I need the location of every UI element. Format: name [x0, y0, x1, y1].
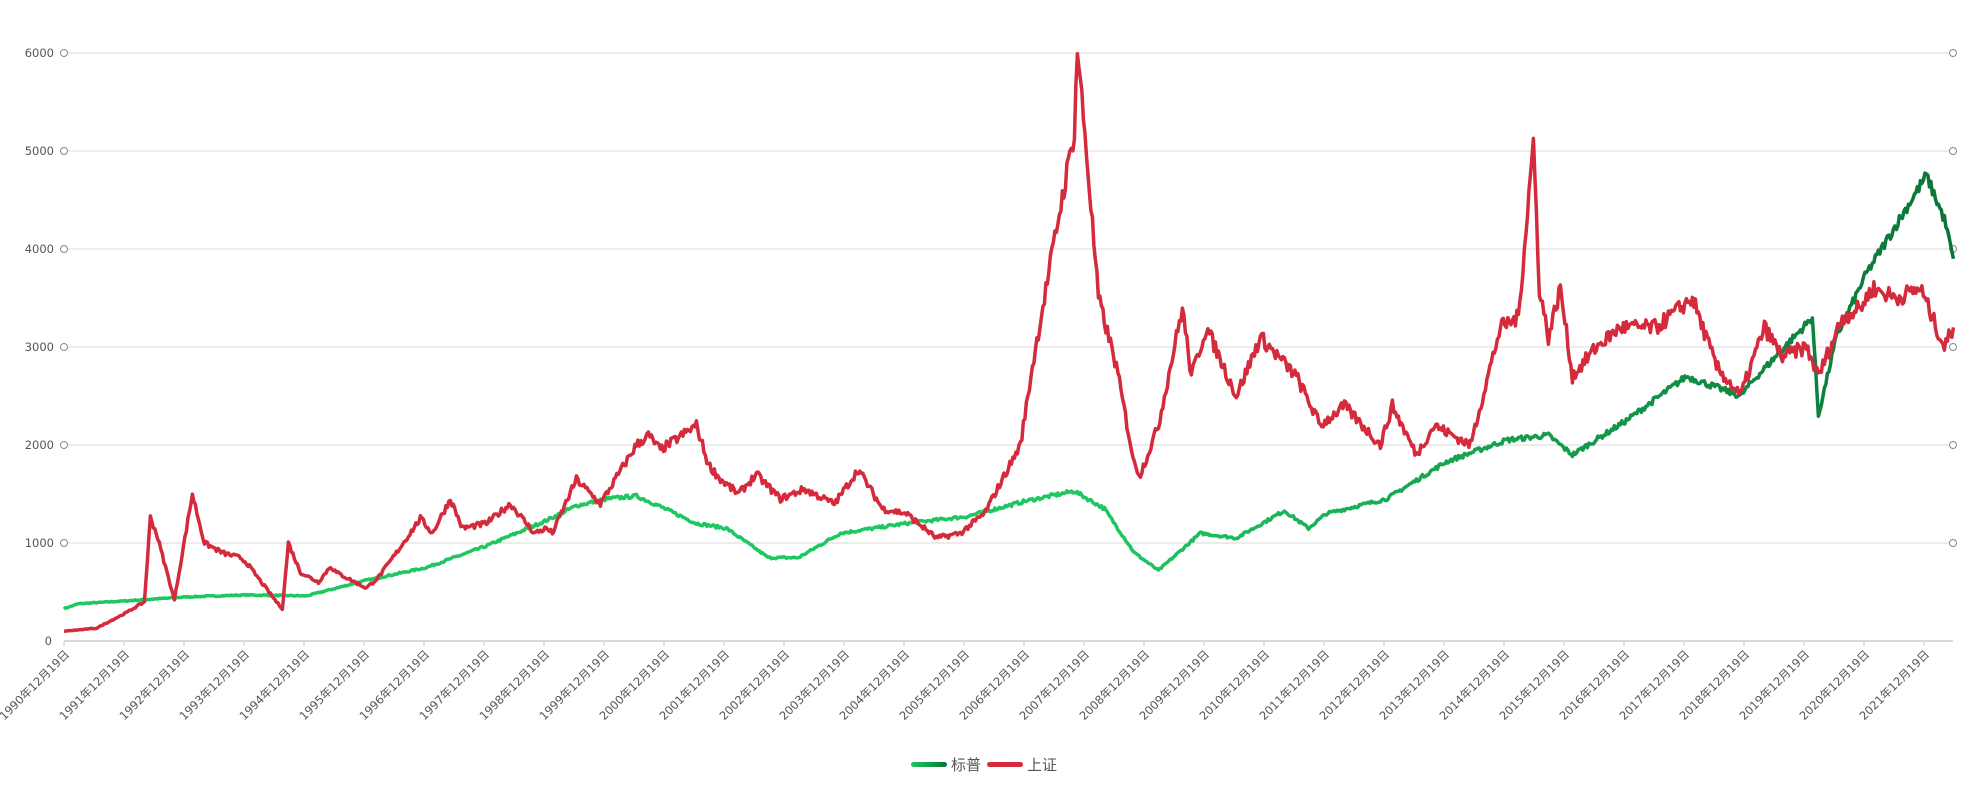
legend-swatch-sh — [987, 762, 1023, 767]
legend: 标普 上证 — [0, 754, 1968, 775]
series-line-sp — [62, 171, 1956, 611]
legend-swatch-sp — [910, 762, 947, 767]
left-axis-marker — [60, 147, 68, 155]
left-axis-marker — [60, 441, 68, 449]
left-axis-marker — [60, 539, 68, 547]
right-axis-marker — [1949, 441, 1957, 449]
left-axis-marker — [60, 49, 68, 57]
right-axis-marker — [1949, 49, 1957, 57]
left-axis-marker — [60, 343, 68, 351]
right-axis-marker — [1949, 343, 1957, 351]
y-tick-label: 4000 — [25, 242, 54, 256]
y-tick-label: 0 — [45, 634, 52, 648]
right-axis-marker — [1949, 539, 1957, 547]
series-line-sh — [63, 52, 1956, 633]
legend-item-sh[interactable]: 上证 — [987, 754, 1057, 775]
y-tick-label: 5000 — [25, 144, 54, 158]
y-tick-label: 1000 — [25, 536, 54, 550]
y-tick-label: 2000 — [25, 438, 54, 452]
y-tick-label: 3000 — [25, 340, 54, 354]
legend-item-sp[interactable]: 标普 — [910, 754, 981, 775]
y-tick-label: 6000 — [25, 46, 54, 60]
legend-label-sh: 上证 — [1027, 756, 1058, 774]
right-axis-marker — [1949, 147, 1957, 155]
legend-label-sp: 标普 — [950, 756, 981, 774]
left-axis-marker — [60, 245, 68, 253]
